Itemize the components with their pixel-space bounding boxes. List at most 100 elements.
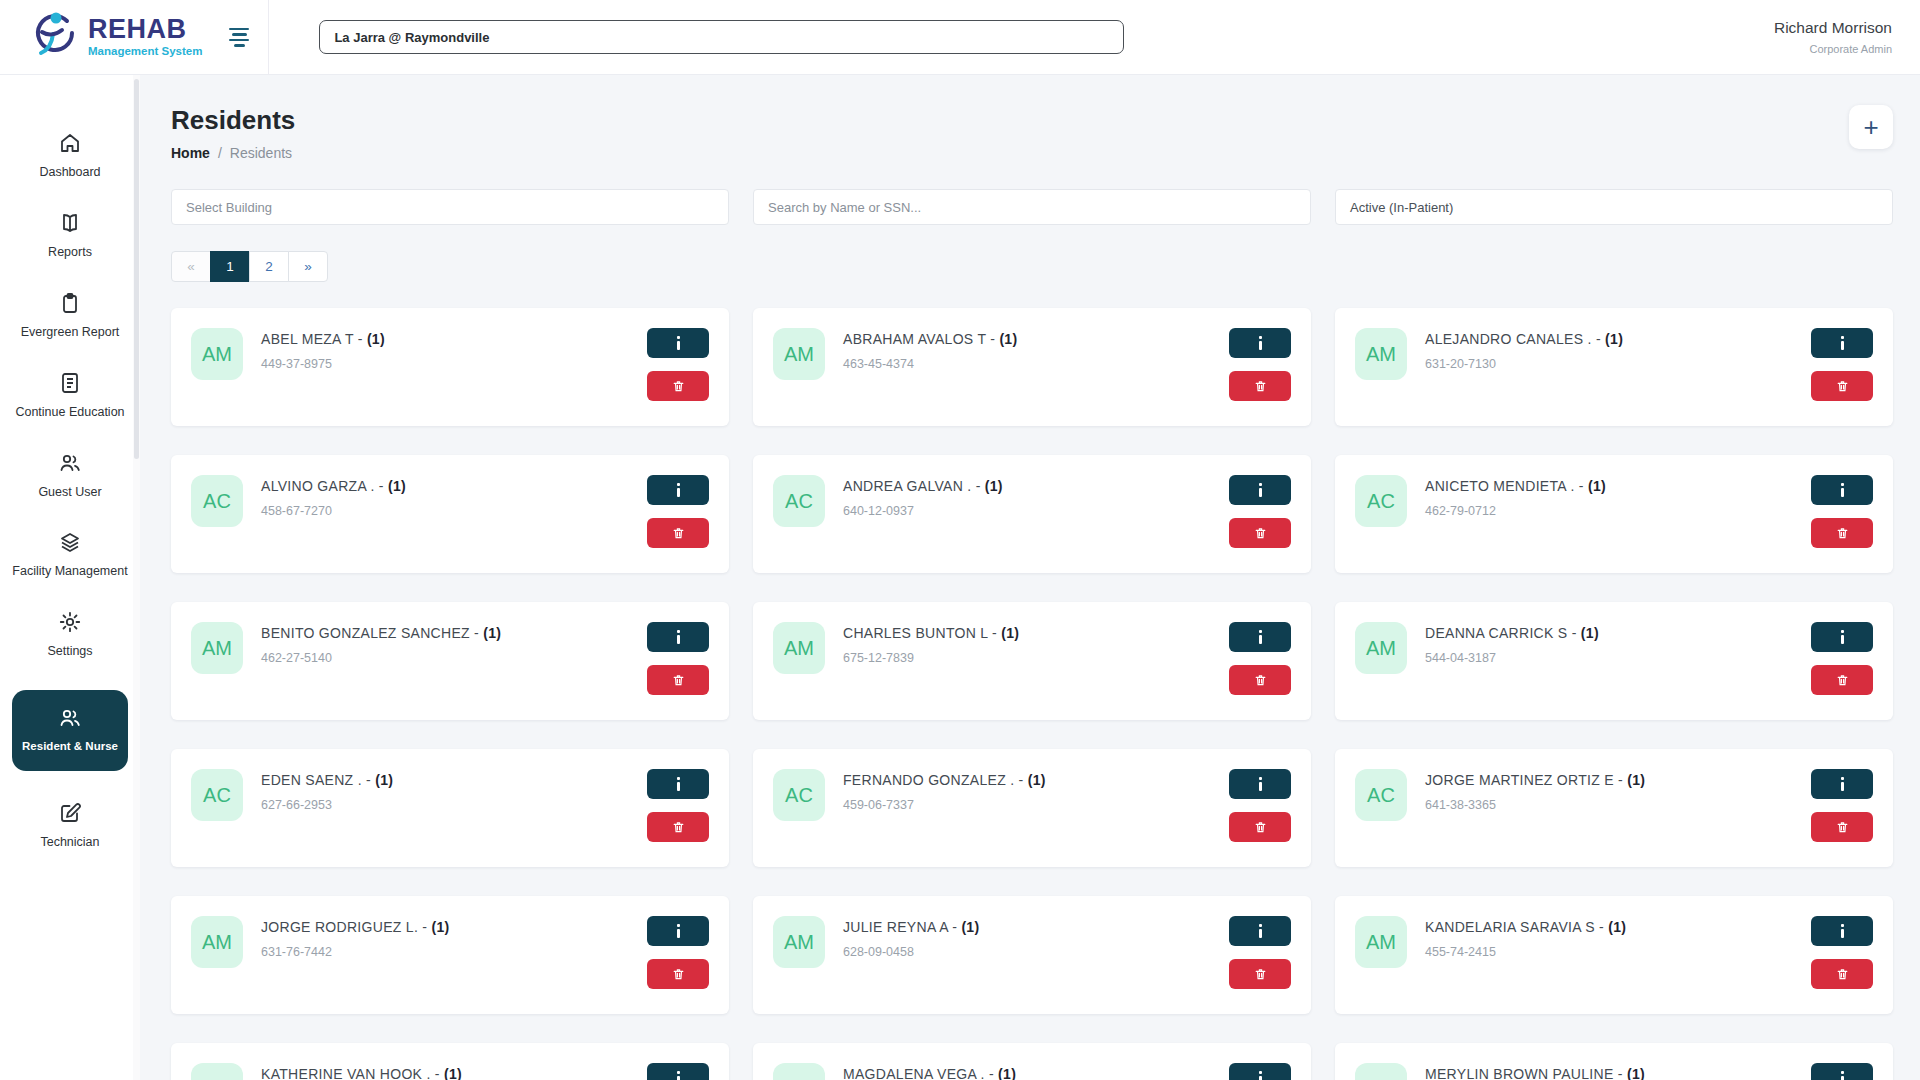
resident-delete-button[interactable] <box>647 959 709 989</box>
sidebar-item-evergreen-report[interactable]: Evergreen Report <box>10 291 130 341</box>
sidebar-item-continue-education[interactable]: Continue Education <box>10 371 130 421</box>
resident-delete-button[interactable] <box>1811 812 1873 842</box>
resident-card: AC MAGDALENA VEGA . - (1) 633-64-6203 <box>753 1043 1311 1080</box>
resident-actions <box>1229 622 1291 695</box>
resident-info-button[interactable] <box>1811 769 1873 799</box>
resident-delete-button[interactable] <box>1229 959 1291 989</box>
sidebar-item-label: Resident & Nurse <box>22 739 118 755</box>
resident-info-button[interactable] <box>1229 769 1291 799</box>
resident-actions <box>647 1063 709 1080</box>
search-input[interactable] <box>753 189 1311 225</box>
resident-card: AC JORGE MARTINEZ ORTIZ E - (1) 641-38-3… <box>1335 749 1893 867</box>
resident-info-button[interactable] <box>1811 916 1873 946</box>
resident-avatar: AM <box>773 622 825 674</box>
resident-actions <box>1229 1063 1291 1080</box>
resident-info-button[interactable] <box>1811 328 1873 358</box>
resident-delete-button[interactable] <box>1229 518 1291 548</box>
status-filter-select[interactable]: Active (In-Patient) <box>1335 189 1893 225</box>
resident-delete-button[interactable] <box>1811 665 1873 695</box>
pagination: «12» <box>171 251 328 282</box>
resident-delete-button[interactable] <box>647 812 709 842</box>
resident-delete-button[interactable] <box>647 518 709 548</box>
resident-ssn: 631-20-7130 <box>1425 357 1623 371</box>
facility-selector[interactable]: La Jarra @ Raymondville <box>319 20 1124 54</box>
resident-info-button[interactable] <box>1229 328 1291 358</box>
pagination-prev-button[interactable]: « <box>171 251 211 282</box>
resident-info-button[interactable] <box>647 475 709 505</box>
resident-name: EDEN SAENZ . - (1) <box>261 772 393 788</box>
resident-info-button[interactable] <box>1811 1063 1873 1080</box>
info-icon <box>1841 1071 1844 1080</box>
resident-ssn: 627-66-2953 <box>261 798 393 812</box>
resident-info-button[interactable] <box>1229 622 1291 652</box>
add-resident-button[interactable]: + <box>1849 105 1893 149</box>
resident-info-button[interactable] <box>647 622 709 652</box>
sidebar-scrollbar-thumb[interactable] <box>134 79 139 459</box>
brand: REHAB Management System <box>28 8 250 66</box>
resident-info-button[interactable] <box>647 1063 709 1080</box>
resident-info-button[interactable] <box>1229 475 1291 505</box>
resident-name: ABRAHAM AVALOS T - (1) <box>843 331 1017 347</box>
sidebar-item-facility-management[interactable]: Facility Management <box>10 530 130 580</box>
sidebar-item-guest-user[interactable]: Guest User <box>10 451 130 501</box>
resident-name: MAGDALENA VEGA . - (1) <box>843 1066 1016 1080</box>
resident-avatar: AM <box>1355 622 1407 674</box>
building-filter-input[interactable] <box>171 189 729 225</box>
home-icon <box>58 131 82 155</box>
resident-info-button[interactable] <box>1811 475 1873 505</box>
resident-info-button[interactable] <box>1229 1063 1291 1080</box>
resident-info-button[interactable] <box>647 769 709 799</box>
resident-name: ALEJANDRO CANALES . - (1) <box>1425 331 1623 347</box>
resident-delete-button[interactable] <box>1811 959 1873 989</box>
resident-delete-button[interactable] <box>647 665 709 695</box>
pagination-page-2[interactable]: 2 <box>249 251 289 282</box>
resident-info: FERNANDO GONZALEZ . - (1) 459-06-7337 <box>843 769 1046 812</box>
user-role: Corporate Admin <box>1774 43 1892 55</box>
resident-info: JORGE RODRIGUEZ L. - (1) 631-76-7442 <box>261 916 449 959</box>
resident-actions <box>647 475 709 548</box>
user-menu[interactable]: Richard Morrison Corporate Admin <box>1774 19 1892 55</box>
resident-info: ABEL MEZA T - (1) 449-37-8975 <box>261 328 385 371</box>
edit-icon <box>58 801 82 825</box>
breadcrumb-home-link[interactable]: Home <box>171 145 210 161</box>
trash-icon <box>1836 820 1849 834</box>
resident-info-button[interactable] <box>1811 622 1873 652</box>
book-open-icon <box>58 211 82 235</box>
resident-info-button[interactable] <box>647 328 709 358</box>
resident-delete-button[interactable] <box>1811 518 1873 548</box>
resident-ssn: 640-12-0937 <box>843 504 1003 518</box>
pagination-page-1[interactable]: 1 <box>210 251 250 282</box>
resident-name: MERYLIN BROWN PAULINE - (1) <box>1425 1066 1645 1080</box>
resident-avatar: AM <box>191 328 243 380</box>
info-icon <box>677 630 680 644</box>
residents-grid: AM ABEL MEZA T - (1) 449-37-8975 AM ABRA… <box>171 308 1893 1080</box>
sidebar-item-label: Reports <box>48 244 92 261</box>
trash-icon <box>672 820 685 834</box>
page-title: Residents <box>171 105 295 136</box>
resident-delete-button[interactable] <box>647 371 709 401</box>
sidebar-item-technician[interactable]: Technician <box>10 801 130 851</box>
menu-toggle-icon[interactable] <box>228 28 250 47</box>
info-icon <box>1259 1071 1262 1080</box>
sidebar-item-resident-nurse[interactable]: Resident & Nurse <box>12 690 128 771</box>
sidebar-item-dashboard[interactable]: Dashboard <box>10 131 130 181</box>
file-text-icon <box>58 371 82 395</box>
info-icon <box>1259 483 1262 497</box>
resident-delete-button[interactable] <box>1229 812 1291 842</box>
resident-name: CHARLES BUNTON L - (1) <box>843 625 1019 641</box>
resident-info-button[interactable] <box>1229 916 1291 946</box>
info-icon <box>1259 336 1262 350</box>
resident-info-button[interactable] <box>647 916 709 946</box>
resident-delete-button[interactable] <box>1811 371 1873 401</box>
sidebar-item-reports[interactable]: Reports <box>10 211 130 261</box>
pagination-next-button[interactable]: » <box>288 251 328 282</box>
sidebar-item-settings[interactable]: Settings <box>10 610 130 660</box>
resident-actions <box>1811 328 1873 401</box>
resident-name: KATHERINE VAN HOOK . - (1) <box>261 1066 462 1080</box>
resident-delete-button[interactable] <box>1229 665 1291 695</box>
app-root: REHAB Management System La Jarra @ Raymo… <box>0 0 1920 1080</box>
resident-name: ANICETO MENDIETA . - (1) <box>1425 478 1606 494</box>
resident-name: JORGE MARTINEZ ORTIZ E - (1) <box>1425 772 1645 788</box>
sidebar-scrollbar[interactable] <box>133 75 140 1080</box>
resident-delete-button[interactable] <box>1229 371 1291 401</box>
